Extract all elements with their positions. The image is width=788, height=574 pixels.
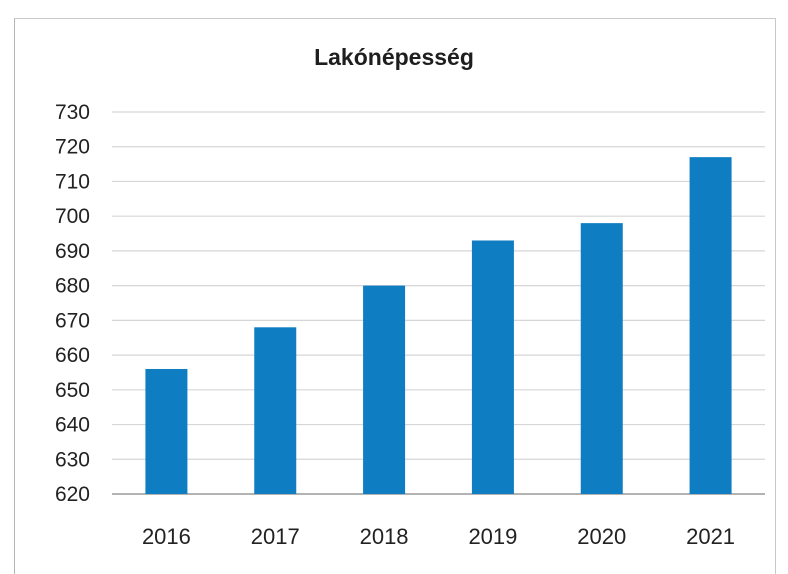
x-tick-label: 2019	[468, 524, 517, 549]
y-tick-label: 720	[55, 136, 90, 159]
x-tick-label: 2017	[251, 524, 300, 549]
bar-2016	[145, 368, 188, 494]
x-tick-label: 2020	[577, 524, 626, 549]
x-tick-label: 2016	[142, 524, 191, 549]
y-tick-label: 650	[55, 379, 90, 402]
chart-frame	[14, 18, 776, 574]
y-tick-label: 620	[55, 483, 90, 506]
y-tick-label: 710	[55, 170, 90, 193]
bar-2018	[363, 285, 406, 494]
y-tick-label: 670	[55, 309, 90, 332]
y-tick-label: 700	[55, 205, 90, 228]
y-tick-label: 660	[55, 344, 90, 367]
x-tick-label: 2018	[360, 524, 409, 549]
bar-2019	[471, 240, 514, 494]
y-tick-label: 690	[55, 240, 90, 263]
bar-2021	[689, 157, 732, 495]
y-tick-label: 630	[55, 448, 90, 471]
bar-2017	[254, 327, 297, 494]
chart-title: Lakónépesség	[314, 44, 474, 70]
x-tick-label: 2021	[686, 524, 735, 549]
y-tick-label: 680	[55, 275, 90, 298]
y-tick-label: 640	[55, 414, 90, 437]
bar-2020	[580, 223, 623, 495]
y-tick-label: 730	[55, 101, 90, 124]
